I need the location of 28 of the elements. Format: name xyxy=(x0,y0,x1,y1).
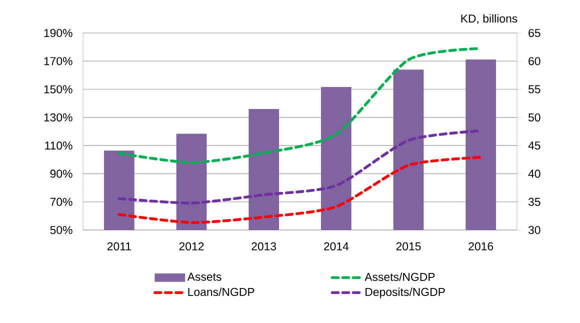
y2-tick-label: 65 xyxy=(528,28,540,38)
y2-axis-title: KD, billions xyxy=(461,14,518,24)
y-tick-label: 50% xyxy=(50,226,72,234)
y2-tick-label: 40 xyxy=(528,170,540,178)
y-tick-label: 130% xyxy=(44,113,72,122)
x-tick-label: 2012 xyxy=(179,242,204,250)
y2-tick-label: 45 xyxy=(528,142,540,150)
y-tick-label: 150% xyxy=(44,85,72,94)
y2-tick-label: 60 xyxy=(528,57,540,66)
y2-tick-label: 35 xyxy=(528,198,540,206)
y-tick-label: 90% xyxy=(50,170,72,178)
x-tick-label: 2013 xyxy=(252,242,276,250)
legend-label: Assets/NGDP xyxy=(364,272,435,282)
x-tick-label: 2014 xyxy=(324,242,349,250)
y-tick-label: 70% xyxy=(50,198,72,206)
y-tick-label: 190% xyxy=(44,28,72,38)
y2-tick-label: 55 xyxy=(528,85,540,94)
y2-tick-label: 50 xyxy=(528,113,540,122)
y2-tick-label: 30 xyxy=(528,226,540,234)
y-tick-label: 110% xyxy=(45,142,72,150)
legend-label: Assets xyxy=(187,272,222,281)
x-tick-label: 2011 xyxy=(107,242,131,250)
line-series xyxy=(118,156,482,224)
x-tick-label: 2016 xyxy=(468,242,494,250)
legend-label: Loans/NGDP xyxy=(188,288,254,296)
x-tick-label: 2015 xyxy=(396,242,421,250)
y-tick-label: 170% xyxy=(44,57,72,66)
legend-label: Deposits/NGDP xyxy=(366,288,445,298)
